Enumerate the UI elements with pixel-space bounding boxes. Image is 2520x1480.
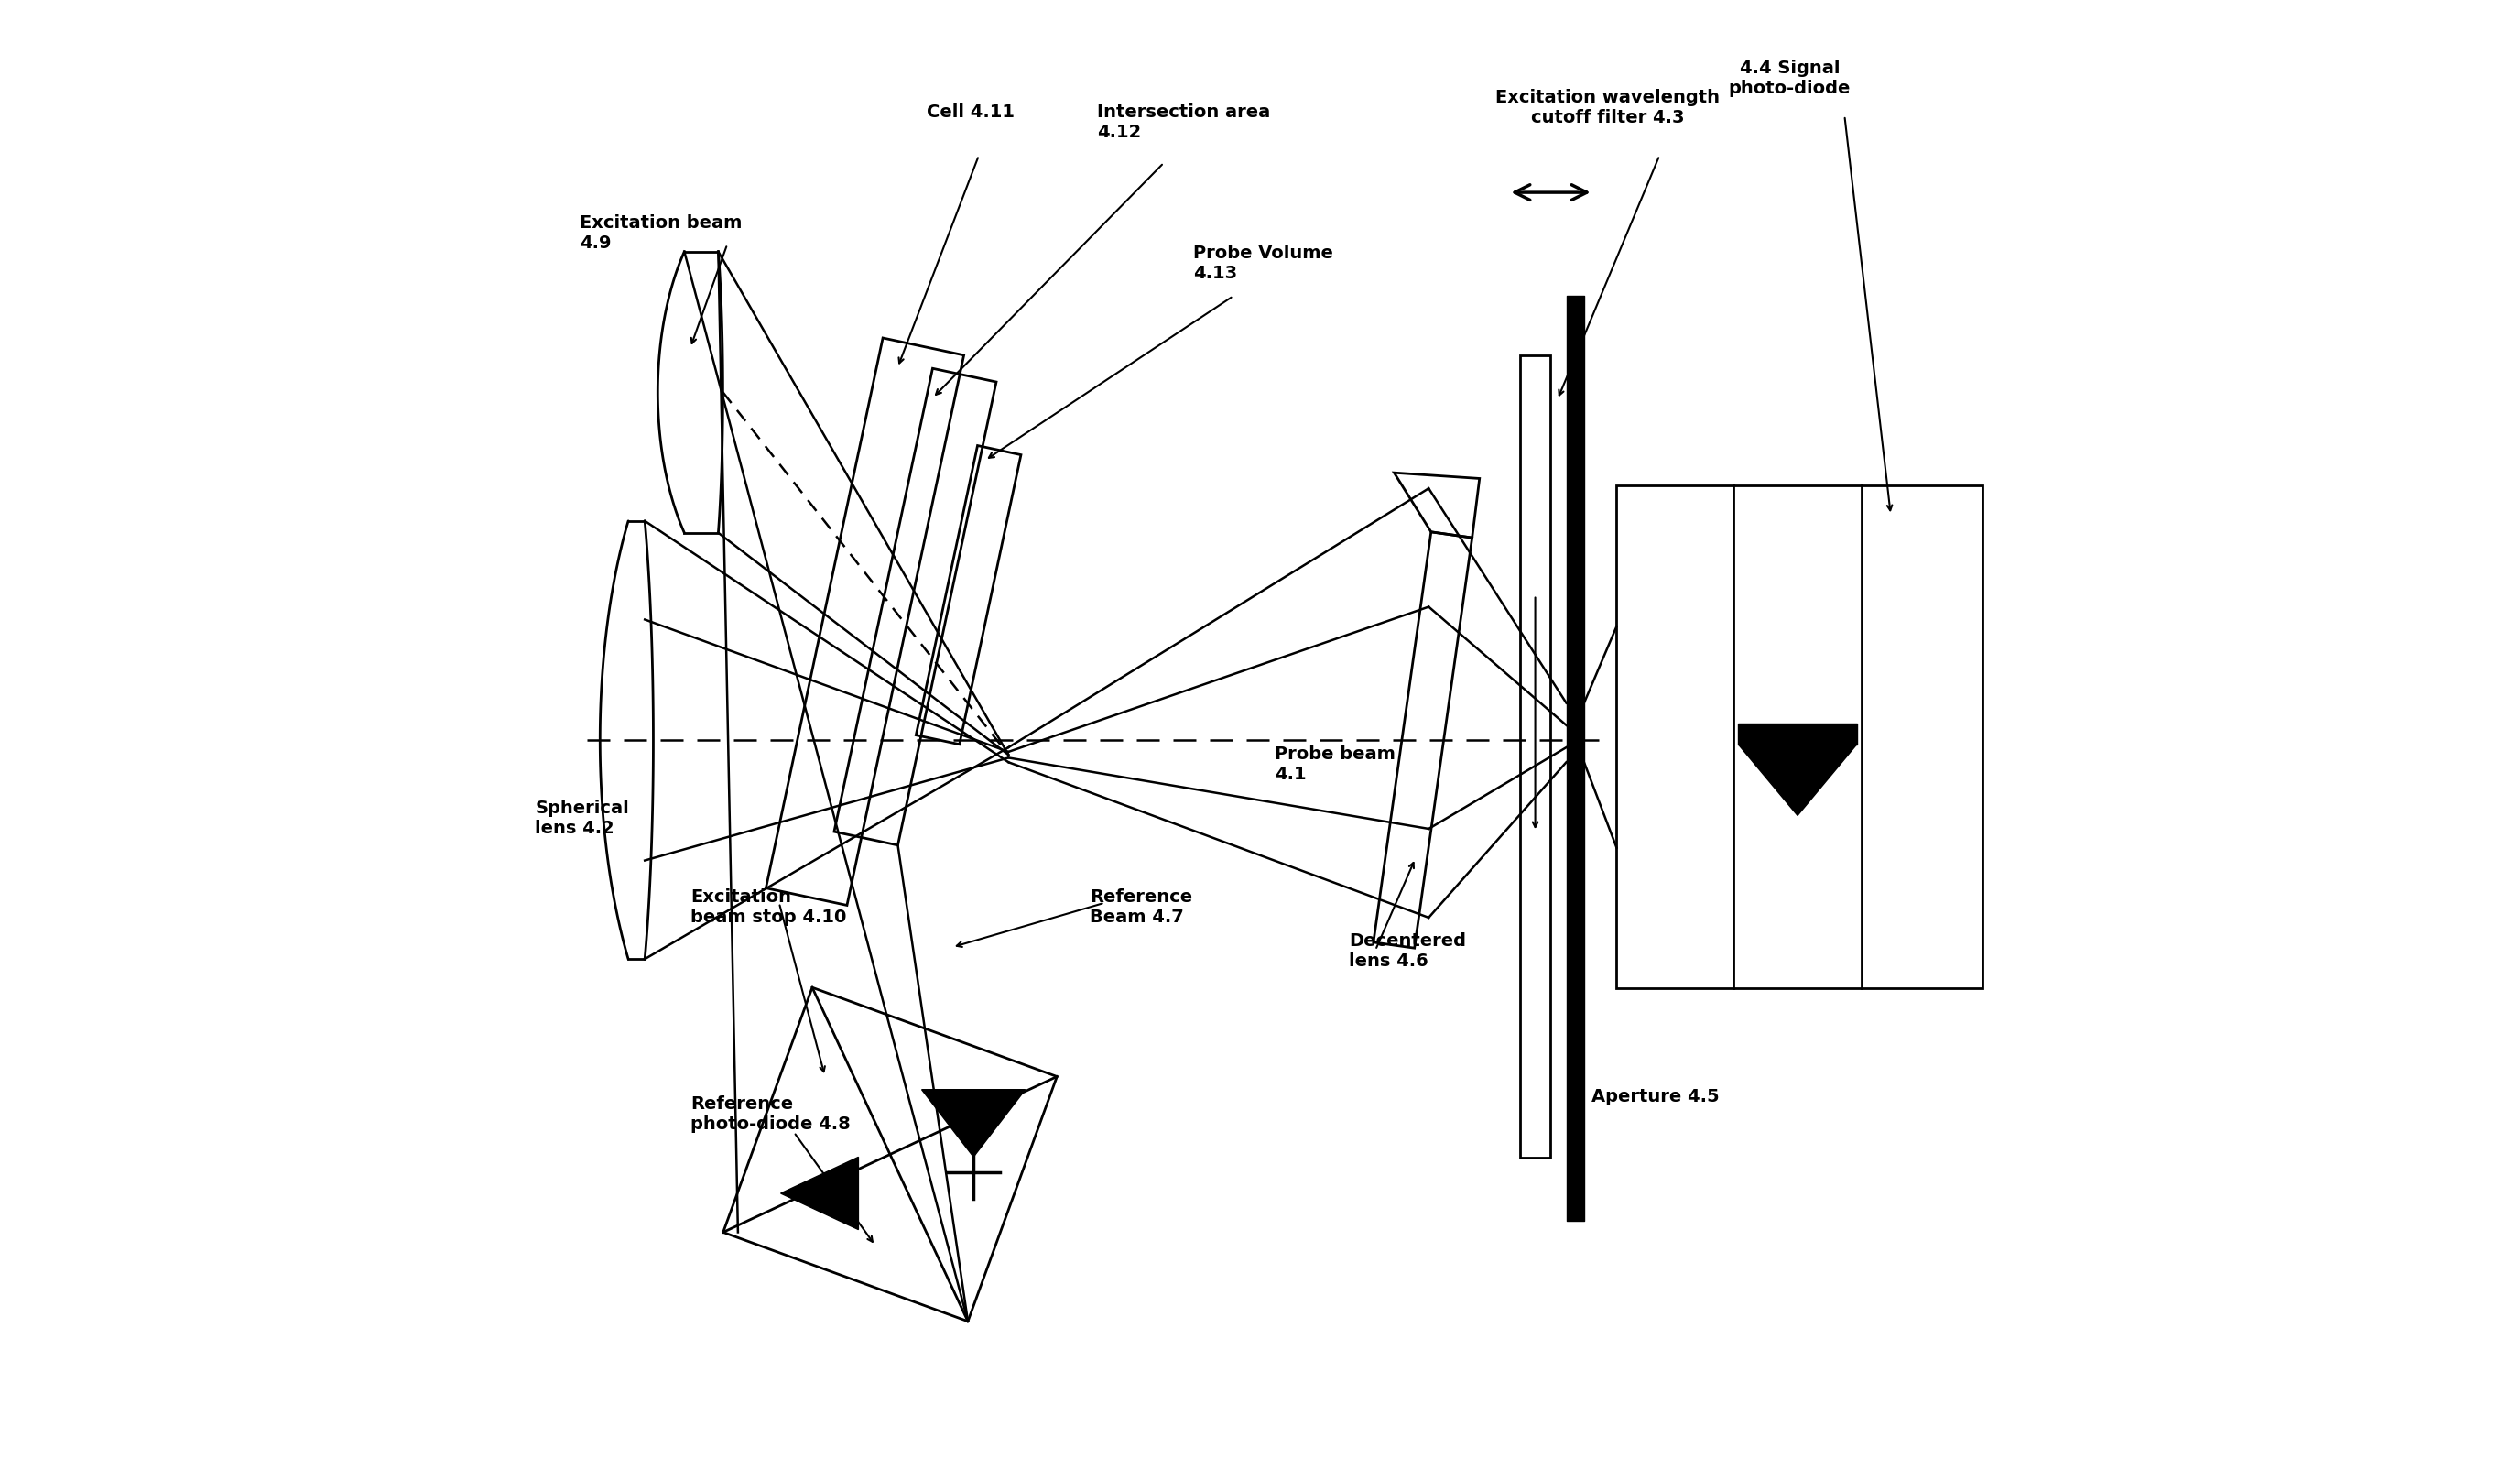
Polygon shape [1739,744,1857,815]
Text: Excitation beam
4.9: Excitation beam 4.9 [580,215,741,252]
Text: Probe Volume
4.13: Probe Volume 4.13 [1194,244,1333,281]
Text: Cell 4.11: Cell 4.11 [927,104,1016,121]
Text: Probe beam
4.1: Probe beam 4.1 [1275,746,1396,783]
Polygon shape [781,1157,859,1230]
Text: Spherical
lens 4.2: Spherical lens 4.2 [534,799,630,836]
Bar [1520,355,1550,1157]
Text: Reference
Beam 4.7: Reference Beam 4.7 [1089,888,1192,925]
Text: Excitation wavelength
cutoff filter 4.3: Excitation wavelength cutoff filter 4.3 [1494,89,1721,126]
Polygon shape [922,1089,1026,1157]
Text: Reference
photo-diode 4.8: Reference photo-diode 4.8 [690,1095,849,1132]
Text: Excitation
beam stop 4.10: Excitation beam stop 4.10 [690,888,847,925]
Text: Decentered
lens 4.6: Decentered lens 4.6 [1348,932,1467,969]
Bar [1618,485,1983,989]
Text: Intersection area
4.12: Intersection area 4.12 [1096,104,1270,141]
Text: Aperture 4.5: Aperture 4.5 [1593,1088,1719,1106]
Polygon shape [723,987,1056,1322]
Bar [1739,724,1857,744]
Text: 4.4 Signal
photo-diode: 4.4 Signal photo-diode [1729,59,1850,96]
